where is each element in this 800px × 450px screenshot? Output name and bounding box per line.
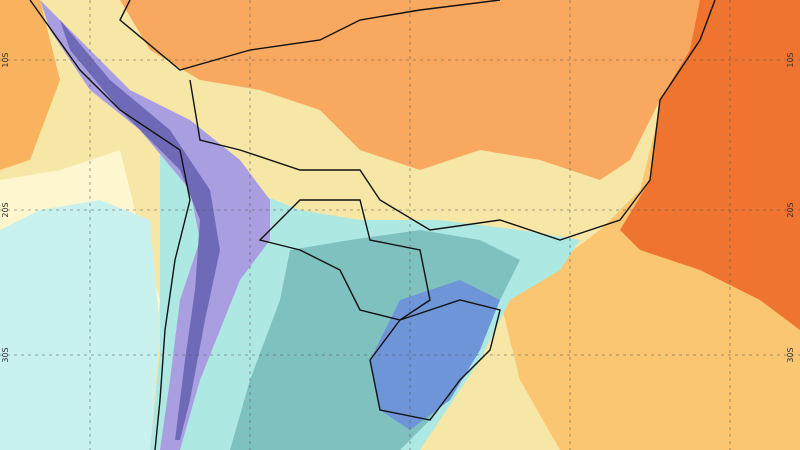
border [258, 199, 431, 321]
west-warm-field [0, 0, 60, 170]
border [119, 0, 501, 71]
lat-label: 30S [786, 347, 795, 362]
border [369, 299, 501, 421]
lat-labels: 10S 20S 30S 10S 20S 30S [1, 52, 795, 362]
lat-label: 30S [1, 347, 10, 362]
lat-label: 20S [1, 202, 10, 217]
lat-label: 10S [1, 52, 10, 67]
cool-ocean-field [0, 200, 160, 450]
border [189, 0, 716, 241]
lat-label: 20S [786, 202, 795, 217]
grid-line [89, 0, 731, 450]
lat-label: 10S [786, 52, 795, 67]
andes-cold-field [40, 0, 270, 450]
coastline [29, 0, 191, 450]
hot-ocean-field [620, 0, 800, 330]
grid-line [0, 59, 800, 356]
